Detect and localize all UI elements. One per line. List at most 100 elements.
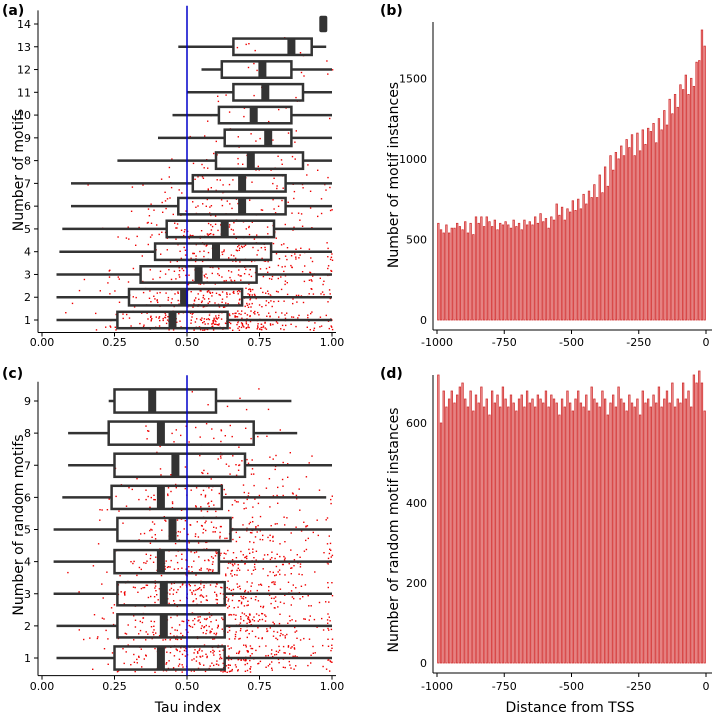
panel-c-scatter-point [204,670,207,673]
panel-c-scatter-point [203,644,206,646]
panel-a-scatter-point [270,169,272,171]
panel-a-scatter-point [171,158,173,160]
panel-a-scatter-point [250,133,252,135]
panel-c-scatter-point [197,616,199,618]
panel-a-scatter-point [267,260,269,263]
panel-a-scatter-point [240,275,242,277]
panel-a-scatter-point [156,224,158,226]
panel-c-scatter-point [141,621,144,624]
panel-a-scatter-point [243,273,246,275]
panel-a-scatter-point [239,247,241,249]
panel-c-scatter-point [287,646,290,648]
panel-c-scatter-point [253,616,255,618]
panel-c-scatter-point [278,649,281,652]
panel-a-scatter-point [268,301,270,304]
panel-a-scatter-point [331,209,333,211]
panel-c-scatter-point [193,670,195,672]
panel-c-scatter-point [178,658,181,660]
panel-a-scatter-point [109,325,111,327]
panel-c-scatter-point [269,663,271,665]
panel-a-scatter-point [169,261,172,263]
panel-c-scatter-point [166,566,169,569]
panel-a-scatter-point [245,287,247,289]
panel-a-scatter-point [203,250,205,252]
panel-a-scatter-point [299,219,301,221]
panel-a-scatter-point [284,314,286,316]
panel-a-scatter-point [199,283,202,285]
panel-a-scatter-point [215,317,218,320]
panel-a-scatter-point [150,315,152,317]
panel-c-scatter-point [270,602,272,605]
panel-c-scatter-point [199,436,201,438]
panel-c-scatter-point [255,596,257,598]
panel-c-scatter-point [227,567,229,569]
panel-c-scatter-point [269,627,271,629]
panel-c-scatter-point [205,653,207,655]
panel-c-scatter-point [125,651,127,653]
panel-a-scatter-point [229,203,231,205]
panel-c-scatter-point [220,552,222,555]
panel-a-scatter-point [217,100,220,103]
panel-c-scatter-point [222,671,224,673]
panel-a-scatter-point [327,247,329,250]
panel-c-scatter-point [180,509,183,511]
panel-c-scatter-point [198,556,200,558]
panel-a-scatter-point [160,178,163,180]
panel-a-box [214,151,305,171]
panel-c-scatter-point [203,584,205,587]
panel-a-scatter-point [183,234,185,237]
panel-c-scatter-point [249,521,252,524]
panel-c-scatter-point [284,524,286,526]
panel-c-scatter-point [325,668,328,670]
panel-c-scatter-point [155,590,157,592]
panel-a-y-tick-label: 1 [24,314,31,327]
panel-c-scatter-point [138,498,140,501]
panel-c-scatter-point [181,653,184,656]
panel-b-bar [558,214,561,321]
panel-c-scatter-point [207,502,210,504]
panel-a-scatter-point [284,275,287,277]
panel-b-bar [649,131,652,321]
panel-a-scatter-point [167,296,170,299]
panel-c-scatter-point [272,635,275,637]
panel-c-scatter-point [246,498,248,501]
panel-a-scatter-point [135,296,137,299]
panel-c-scatter-point [150,626,153,628]
panel-c-scatter-point [205,529,207,532]
panel-c-scatter-point [234,638,236,640]
panel-a-scatter-point [200,290,202,292]
panel-c-scatter-point [132,586,135,588]
panel-d-bar [590,386,593,664]
panel-a-scatter-point [212,329,215,331]
panel-c-scatter-point [212,652,214,654]
panel-c-scatter-point [289,452,291,454]
panel-c-scatter-point [316,626,318,628]
panel-c-scatter-point [243,619,245,622]
panel-a-scatter-point [259,137,261,140]
panel-a-scatter-point [276,322,279,324]
panel-a-scatter-point [272,139,274,141]
panel-c-scatter-point [279,635,281,637]
panel-c-x-tick-label: 0.00 [30,680,55,693]
panel-b-bar [695,61,698,321]
panel-b-bar [466,232,470,321]
panel-b-bar [598,174,601,321]
panel-a-scatter-point [166,249,168,251]
panel-b-bar [657,118,661,321]
panel-c-scatter-point [282,461,284,464]
panel-c-scatter-point [101,617,104,619]
panel-c-scatter-point [331,644,333,646]
panel-a-y-tick-label: 2 [24,291,31,304]
panel-c-scatter-point [106,571,108,573]
panel-c-scatter-point [246,581,248,583]
panel-a-scatter-point [177,291,179,293]
panel-c-scatter-point [271,669,273,671]
panel-c-median [156,550,165,574]
panel-a-scatter-point [189,234,191,236]
panel-a-scatter-point [179,250,181,252]
panel-c-scatter-point [146,560,148,562]
panel-c-scatter-point [241,612,243,614]
panel-c-scatter-point [247,492,250,494]
panel-c-scatter-point [327,622,329,624]
panel-a-scatter-point [201,260,204,263]
